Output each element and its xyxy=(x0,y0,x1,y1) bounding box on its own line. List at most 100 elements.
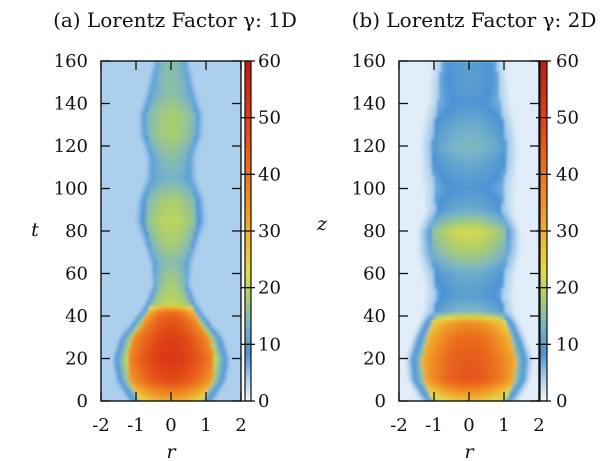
heatmap-cell xyxy=(171,390,175,395)
heatmap-cell xyxy=(151,383,155,388)
heatmap-cell xyxy=(153,273,157,278)
heatmap-cell xyxy=(201,135,205,140)
heatmap-cell xyxy=(509,220,513,225)
heatmap-cell xyxy=(198,312,202,317)
heatmap-cell xyxy=(496,344,500,349)
heatmap-cell xyxy=(173,163,177,168)
heatmap-cell xyxy=(186,351,190,356)
heatmap-cell xyxy=(481,383,485,388)
heatmap-cell xyxy=(434,354,438,360)
heatmap-cell xyxy=(208,379,212,384)
heatmap-cell xyxy=(474,287,478,292)
heatmap-cell xyxy=(166,75,170,80)
heatmap-cell xyxy=(491,255,495,260)
heatmap-cell xyxy=(173,277,177,282)
heatmap-cell xyxy=(466,294,470,299)
heatmap-cell xyxy=(171,358,175,363)
heatmap-cell xyxy=(441,287,445,292)
heatmap-cell xyxy=(481,273,485,278)
heatmap-cell xyxy=(153,255,157,260)
heatmap-cell xyxy=(501,301,505,306)
heatmap-cell xyxy=(131,337,135,342)
heatmap-cell xyxy=(113,372,117,377)
heatmap-cell xyxy=(128,351,132,356)
heatmap-cell xyxy=(509,241,513,246)
heatmap-cell xyxy=(183,337,187,342)
heatmap-cell xyxy=(181,369,185,374)
heatmap-cell xyxy=(151,149,155,154)
heatmap-cell xyxy=(201,209,205,214)
heatmap-cell xyxy=(449,337,453,342)
heatmap-cell xyxy=(416,358,420,363)
heatmap-cell xyxy=(136,351,140,356)
heatmap-cell xyxy=(461,298,465,303)
heatmap-cell xyxy=(121,354,125,360)
heatmap-cell xyxy=(188,379,192,384)
heatmap-cell xyxy=(176,61,180,66)
heatmap-cell xyxy=(429,227,433,232)
heatmap-cell xyxy=(156,365,160,370)
heatmap-cell xyxy=(188,75,192,80)
heatmap-cell xyxy=(499,287,503,292)
heatmap-cell xyxy=(466,277,470,282)
heatmap-cell xyxy=(201,117,205,122)
heatmap-cell xyxy=(156,284,160,289)
heatmap-cell xyxy=(168,188,172,193)
heatmap-cell xyxy=(208,326,212,331)
heatmap-cell xyxy=(193,231,197,236)
heatmap-cell xyxy=(494,316,498,321)
heatmap-cell xyxy=(136,213,140,218)
heatmap-cell xyxy=(424,199,428,204)
heatmap-cell xyxy=(446,354,450,360)
heatmap-cell xyxy=(191,379,195,384)
heatmap-cell xyxy=(454,347,458,353)
heatmap-cell xyxy=(151,68,155,73)
heatmap-cell xyxy=(173,238,177,243)
heatmap-cell xyxy=(183,312,187,317)
heatmap-cell xyxy=(188,376,192,381)
heatmap-cell xyxy=(449,266,453,271)
heatmap-cell xyxy=(143,99,147,105)
heatmap-cell xyxy=(456,269,460,275)
heatmap-cell xyxy=(218,369,222,374)
heatmap-cell xyxy=(151,245,155,250)
heatmap-cell xyxy=(471,333,475,338)
heatmap-cell xyxy=(146,326,150,331)
heatmap-cell xyxy=(188,117,192,122)
heatmap-cell xyxy=(226,372,230,377)
heatmap-cell xyxy=(176,220,180,225)
heatmap-cell xyxy=(484,379,488,384)
heatmap-cell xyxy=(178,294,182,299)
heatmap-cell xyxy=(471,291,475,296)
heatmap-cell xyxy=(496,269,500,275)
heatmap-cell xyxy=(441,376,445,381)
heatmap-cell xyxy=(153,184,157,190)
heatmap-cell xyxy=(188,170,192,175)
heatmap-cell xyxy=(436,216,440,221)
heatmap-cell xyxy=(168,365,172,370)
heatmap-cell xyxy=(481,316,485,321)
heatmap-cell xyxy=(454,308,458,314)
heatmap-cell xyxy=(168,245,172,250)
heatmap-cell xyxy=(186,365,190,370)
heatmap-cell xyxy=(178,351,182,356)
heatmap-cell xyxy=(494,280,498,285)
heatmap-cell xyxy=(476,344,480,349)
heatmap-cell xyxy=(421,238,425,243)
heatmap-cell xyxy=(456,298,460,303)
heatmap-cell xyxy=(491,397,495,401)
heatmap-cell xyxy=(424,259,428,264)
heatmap-cell xyxy=(439,379,443,384)
heatmap-cell xyxy=(143,135,147,140)
heatmap-cell xyxy=(146,305,150,310)
heatmap-cell xyxy=(434,312,438,317)
heatmap-cell xyxy=(133,390,137,395)
heatmap-cell xyxy=(191,167,195,172)
heatmap-cell xyxy=(471,347,475,353)
heatmap-cell xyxy=(451,393,455,399)
heatmap-cell xyxy=(479,308,483,314)
heatmap-cell xyxy=(434,252,438,257)
heatmap-cell xyxy=(431,376,435,381)
heatmap-cell xyxy=(191,227,195,232)
heatmap-cell xyxy=(466,266,470,271)
